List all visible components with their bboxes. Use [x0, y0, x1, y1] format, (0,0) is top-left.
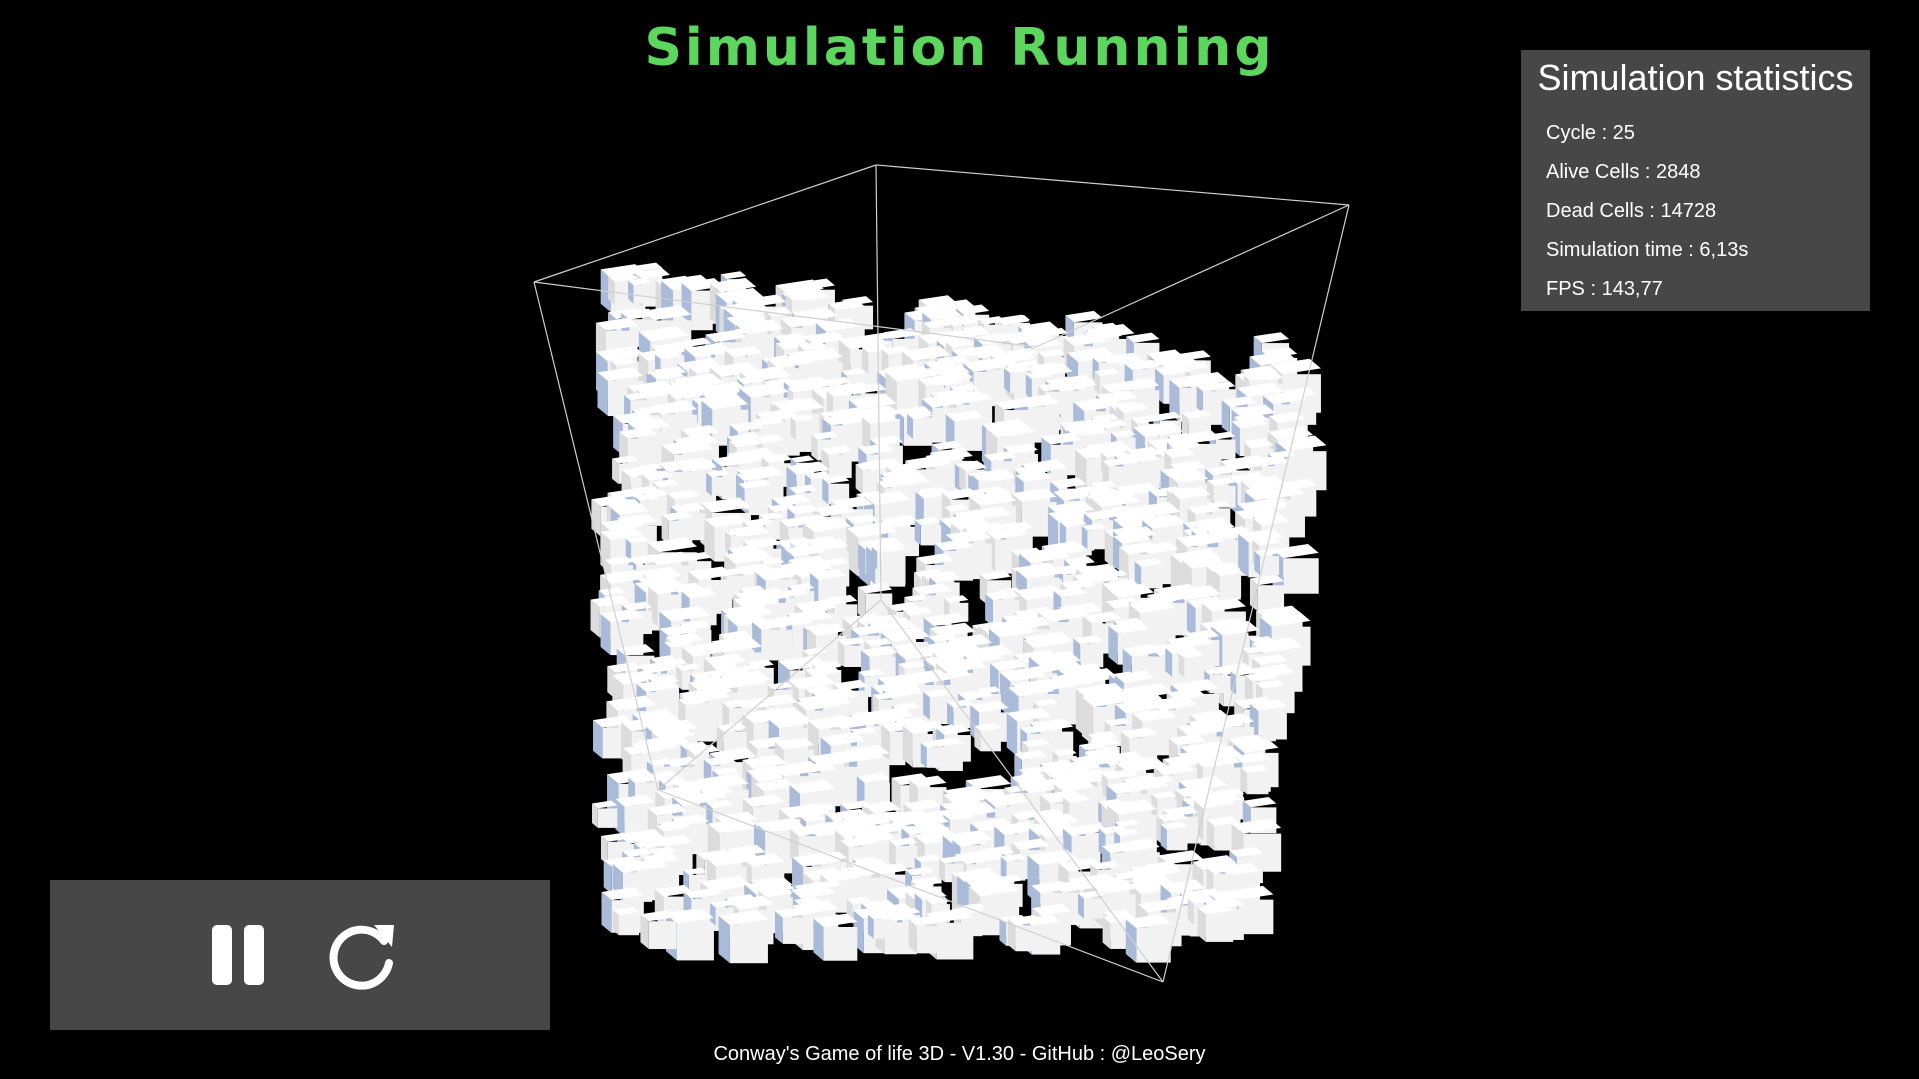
cube-bounding-box — [533, 164, 1350, 983]
stat-simulation-time: Simulation time : 6,13s — [1546, 239, 1749, 261]
stat-dead-cells: Dead Cells : 14728 — [1546, 200, 1717, 222]
statistics-list: Cycle : 25 Alive Cells : 2848 Dead Cells… — [1521, 114, 1870, 309]
controls-panel — [50, 880, 550, 1030]
footer-credits: Conway's Game of life 3D - V1.30 - GitHu… — [713, 1043, 1206, 1065]
statistics-title: Simulation statistics — [1537, 57, 1854, 98]
stat-alive-cells: Alive Cells : 2848 — [1546, 161, 1701, 183]
statistics-panel: Simulation statistics Cycle : 25 Alive C… — [1521, 50, 1870, 311]
pause-icon — [212, 925, 264, 985]
restart-button[interactable] — [322, 915, 402, 995]
pause-button[interactable] — [198, 915, 278, 995]
simulation-status-title: Simulation Running — [644, 18, 1275, 78]
stat-cycle: Cycle : 25 — [1546, 122, 1635, 144]
alive-cells — [590, 262, 1327, 964]
restart-icon — [329, 925, 394, 990]
stat-fps: FPS : 143,77 — [1546, 278, 1663, 300]
